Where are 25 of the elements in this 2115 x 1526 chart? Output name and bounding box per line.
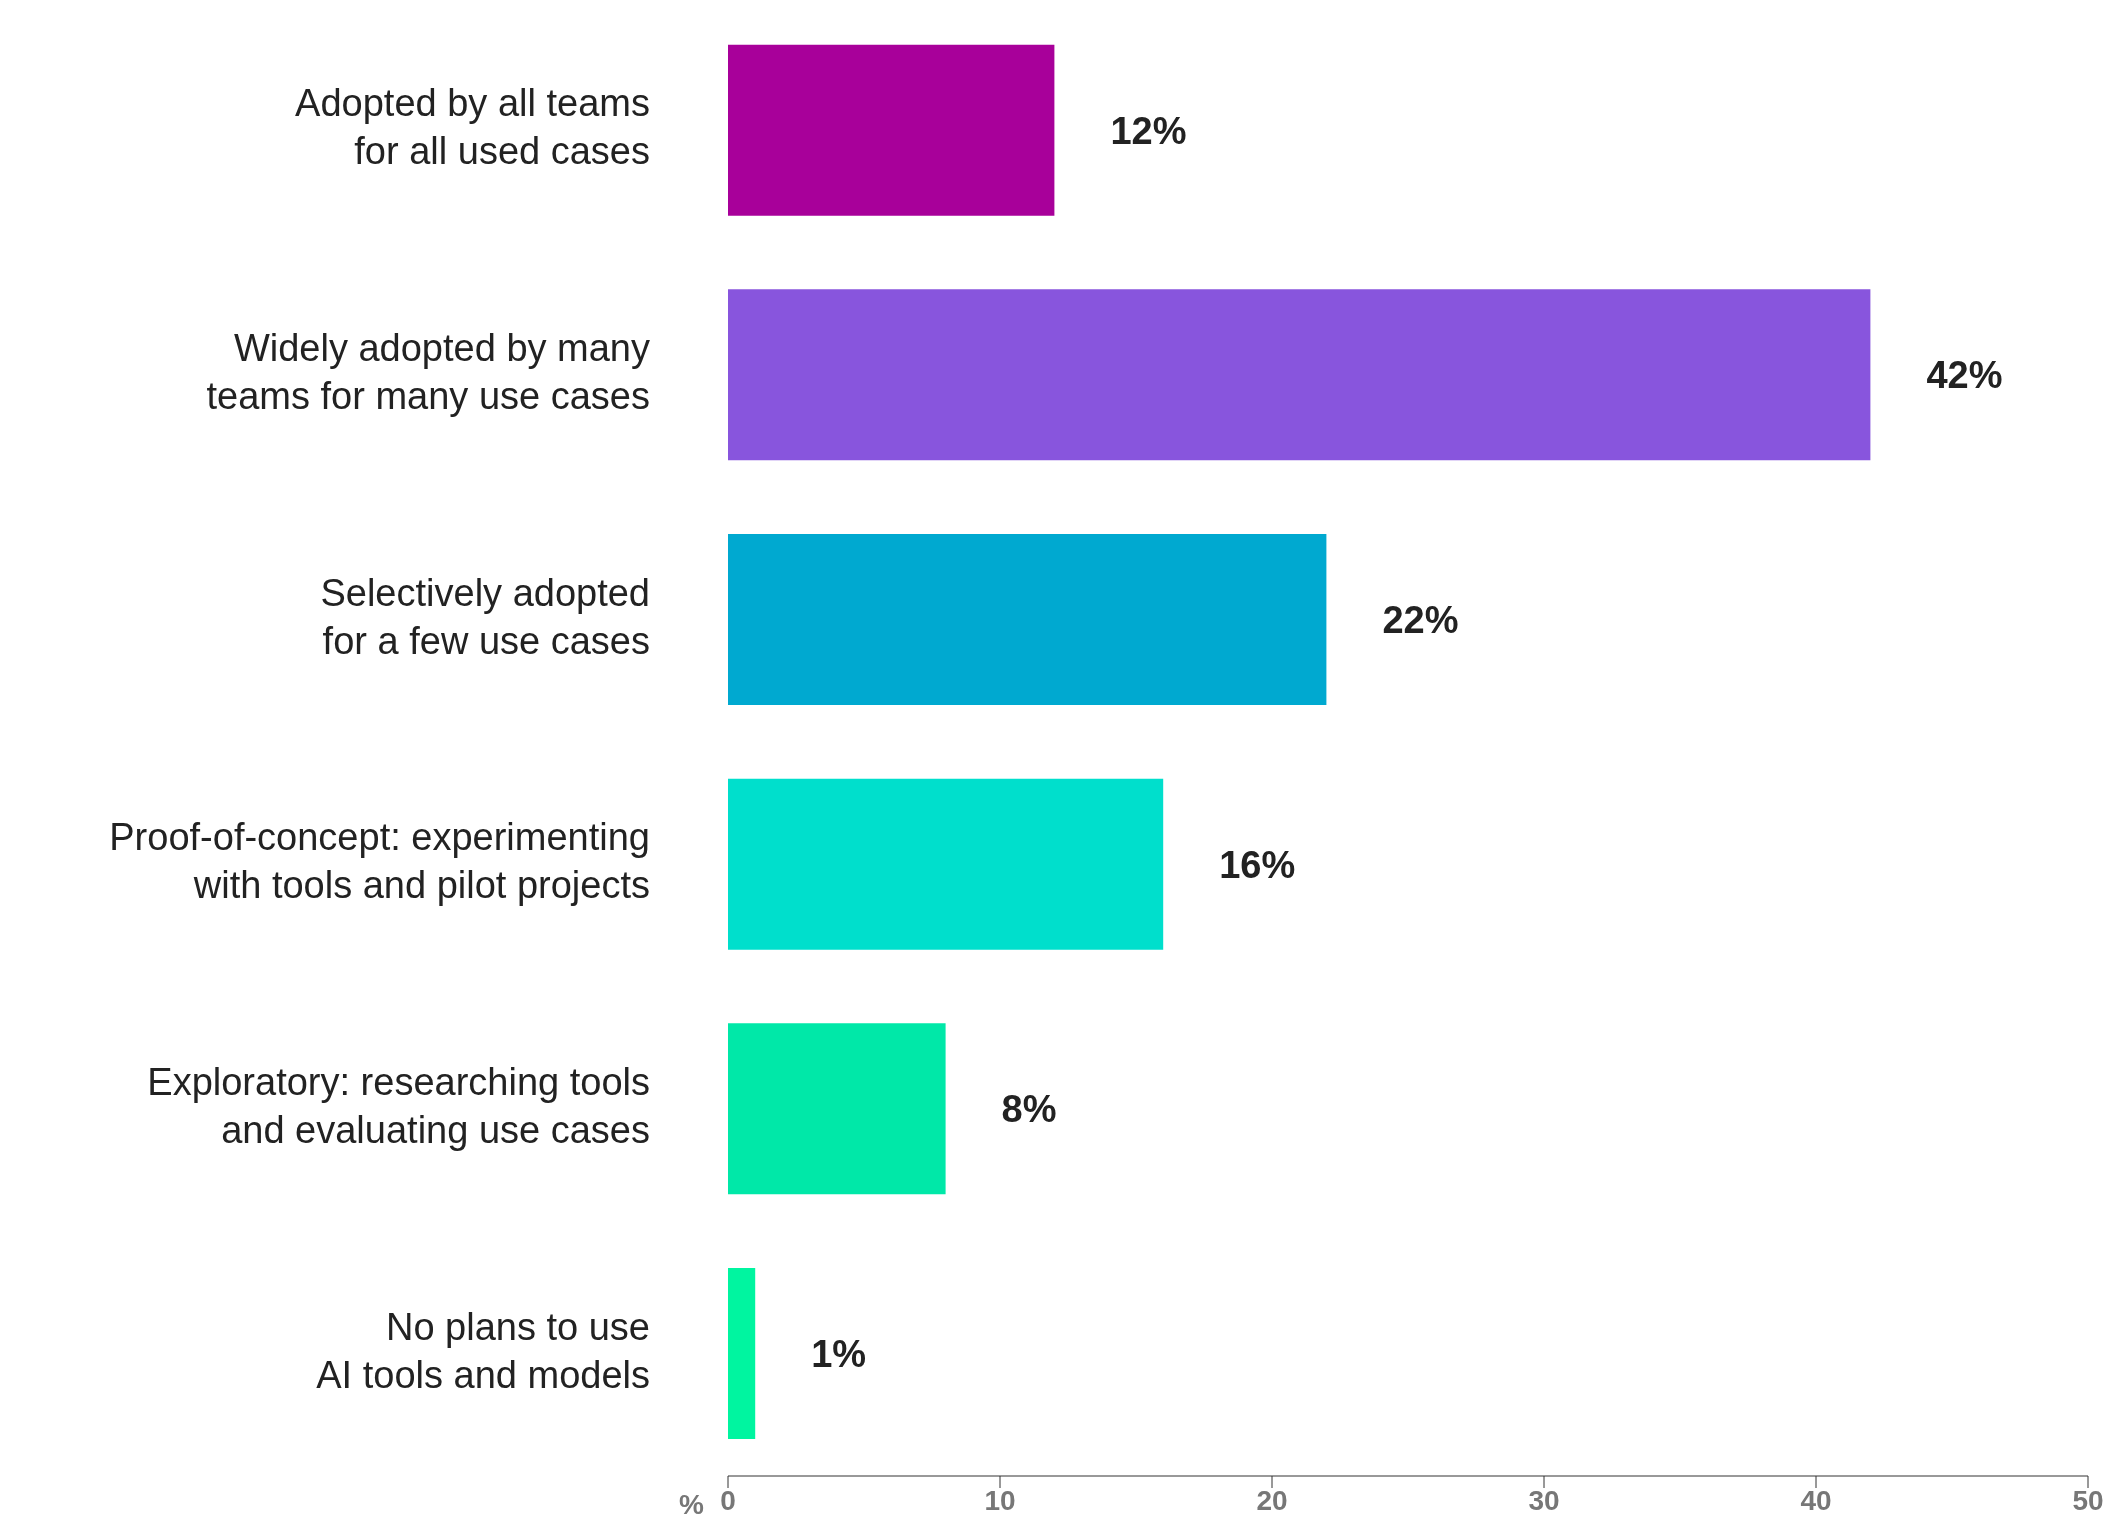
bar [728,1023,946,1195]
bar [728,44,1055,216]
y-tick-label: Adopted by all teams for all used cases [295,82,650,173]
x-axis-title: % [679,1489,705,1520]
bar [728,289,1871,461]
x-tick-label: 0 [720,1484,736,1516]
x-tick-label: 20 [1256,1484,1288,1516]
data-label: 8% [1001,1088,1057,1131]
data-label: 22% [1382,599,1459,642]
y-tick-label: No plans to use AI tools and models [316,1305,650,1396]
x-tick-label: 10 [984,1484,1016,1516]
y-tick-label: Widely adopted by many teams for many use cases [206,327,650,418]
y-tick-label: Proof-of-concept: experimenting with tools and pilot projects [109,816,650,907]
data-label: 42% [1926,354,2003,397]
x-tick-label: 50 [2072,1484,2104,1516]
y-tick-label: Selectively adopted for a few use cases [320,571,650,662]
data-label: 1% [811,1333,867,1376]
data-label: 16% [1219,843,1296,886]
data-label: 12% [1110,109,1187,152]
x-tick-label: 40 [1800,1484,1832,1516]
bar [728,534,1327,706]
x-tick-label: 30 [1528,1484,1560,1516]
y-tick-label: Exploratory: researching tools and evaluating use cases [147,1061,650,1152]
bar [728,778,1164,950]
bar [728,1268,756,1440]
